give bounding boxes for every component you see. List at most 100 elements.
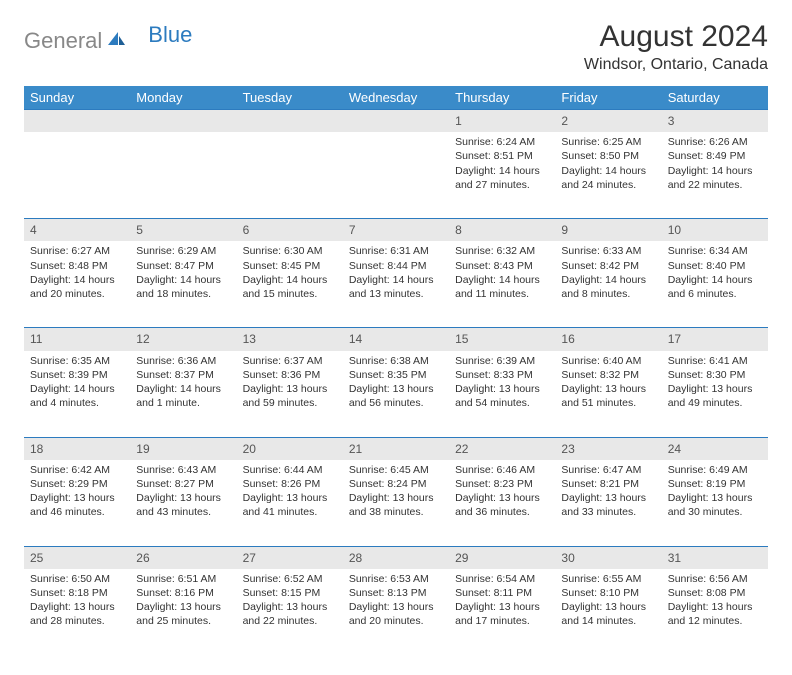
daylight-text: Daylight: 13 hours and 25 minutes. [136, 600, 230, 628]
day-cell: Sunrise: 6:36 AMSunset: 8:37 PMDaylight:… [130, 351, 236, 417]
sunset-text: Sunset: 8:29 PM [30, 477, 124, 491]
day-number: 6 [237, 218, 343, 241]
sunrise-text: Sunrise: 6:35 AM [30, 354, 124, 368]
day-number: 26 [130, 546, 236, 569]
sunrise-text: Sunrise: 6:34 AM [668, 244, 762, 258]
day-cell: Sunrise: 6:39 AMSunset: 8:33 PMDaylight:… [449, 351, 555, 417]
day-cell: Sunrise: 6:47 AMSunset: 8:21 PMDaylight:… [555, 460, 661, 526]
daylight-text: Daylight: 13 hours and 46 minutes. [30, 491, 124, 519]
sunset-text: Sunset: 8:15 PM [243, 586, 337, 600]
day-cell: Sunrise: 6:52 AMSunset: 8:15 PMDaylight:… [237, 569, 343, 635]
day-number: 18 [24, 437, 130, 460]
day-cell: Sunrise: 6:25 AMSunset: 8:50 PMDaylight:… [555, 132, 661, 198]
sunrise-text: Sunrise: 6:51 AM [136, 572, 230, 586]
daylight-text: Daylight: 13 hours and 33 minutes. [561, 491, 655, 519]
daylight-text: Daylight: 13 hours and 30 minutes. [668, 491, 762, 519]
sunrise-text: Sunrise: 6:44 AM [243, 463, 337, 477]
daylight-text: Daylight: 13 hours and 41 minutes. [243, 491, 337, 519]
daylight-text: Daylight: 13 hours and 43 minutes. [136, 491, 230, 519]
day-cell: Sunrise: 6:44 AMSunset: 8:26 PMDaylight:… [237, 460, 343, 526]
sunrise-text: Sunrise: 6:30 AM [243, 244, 337, 258]
sunset-text: Sunset: 8:11 PM [455, 586, 549, 600]
daylight-text: Daylight: 13 hours and 28 minutes. [30, 600, 124, 628]
day-number: 20 [237, 437, 343, 460]
empty-cell [343, 132, 449, 141]
sunset-text: Sunset: 8:33 PM [455, 368, 549, 382]
sunrise-text: Sunrise: 6:45 AM [349, 463, 443, 477]
sunset-text: Sunset: 8:36 PM [243, 368, 337, 382]
daynum-row: 25262728293031 [24, 546, 768, 569]
daylight-text: Daylight: 13 hours and 17 minutes. [455, 600, 549, 628]
daylight-text: Daylight: 13 hours and 59 minutes. [243, 382, 337, 410]
sunset-text: Sunset: 8:13 PM [349, 586, 443, 600]
sunrise-text: Sunrise: 6:49 AM [668, 463, 762, 477]
sunrise-text: Sunrise: 6:43 AM [136, 463, 230, 477]
sunrise-text: Sunrise: 6:31 AM [349, 244, 443, 258]
day-number: 12 [130, 327, 236, 350]
sunrise-text: Sunrise: 6:25 AM [561, 135, 655, 149]
daylight-text: Daylight: 13 hours and 22 minutes. [243, 600, 337, 628]
day-cell: Sunrise: 6:35 AMSunset: 8:39 PMDaylight:… [24, 351, 130, 417]
daylight-text: Daylight: 13 hours and 36 minutes. [455, 491, 549, 519]
sunset-text: Sunset: 8:26 PM [243, 477, 337, 491]
sunset-text: Sunset: 8:08 PM [668, 586, 762, 600]
daylight-text: Daylight: 14 hours and 13 minutes. [349, 273, 443, 301]
day-cell: Sunrise: 6:26 AMSunset: 8:49 PMDaylight:… [662, 132, 768, 198]
sunrise-text: Sunrise: 6:47 AM [561, 463, 655, 477]
sunrise-text: Sunrise: 6:42 AM [30, 463, 124, 477]
day-number: 25 [24, 546, 130, 569]
day-number: 2 [555, 109, 661, 132]
sunset-text: Sunset: 8:47 PM [136, 259, 230, 273]
day-cell: Sunrise: 6:24 AMSunset: 8:51 PMDaylight:… [449, 132, 555, 198]
sunrise-text: Sunrise: 6:37 AM [243, 354, 337, 368]
weekday-header: Sunday [24, 86, 130, 109]
sunset-text: Sunset: 8:44 PM [349, 259, 443, 273]
daynum-row: 18192021222324 [24, 437, 768, 460]
daynum-row: 45678910 [24, 218, 768, 241]
sunset-text: Sunset: 8:23 PM [455, 477, 549, 491]
sunrise-text: Sunrise: 6:53 AM [349, 572, 443, 586]
daylight-text: Daylight: 13 hours and 14 minutes. [561, 600, 655, 628]
day-cell: Sunrise: 6:41 AMSunset: 8:30 PMDaylight:… [662, 351, 768, 417]
empty-daynum [24, 109, 130, 132]
day-cell: Sunrise: 6:46 AMSunset: 8:23 PMDaylight:… [449, 460, 555, 526]
day-number: 17 [662, 327, 768, 350]
sunrise-text: Sunrise: 6:54 AM [455, 572, 549, 586]
sunset-text: Sunset: 8:21 PM [561, 477, 655, 491]
day-number: 7 [343, 218, 449, 241]
brand-logo: General Blue [24, 20, 192, 54]
daylight-text: Daylight: 14 hours and 6 minutes. [668, 273, 762, 301]
sunrise-text: Sunrise: 6:26 AM [668, 135, 762, 149]
day-number: 23 [555, 437, 661, 460]
sunrise-text: Sunrise: 6:56 AM [668, 572, 762, 586]
sunset-text: Sunset: 8:32 PM [561, 368, 655, 382]
day-cell: Sunrise: 6:38 AMSunset: 8:35 PMDaylight:… [343, 351, 449, 417]
calendar-table: SundayMondayTuesdayWednesdayThursdayFrid… [24, 86, 768, 655]
day-cell: Sunrise: 6:32 AMSunset: 8:43 PMDaylight:… [449, 241, 555, 307]
day-number: 30 [555, 546, 661, 569]
weekday-header: Friday [555, 86, 661, 109]
sunset-text: Sunset: 8:45 PM [243, 259, 337, 273]
day-number: 22 [449, 437, 555, 460]
daylight-text: Daylight: 13 hours and 20 minutes. [349, 600, 443, 628]
empty-cell [237, 132, 343, 141]
sunset-text: Sunset: 8:35 PM [349, 368, 443, 382]
daylight-text: Daylight: 13 hours and 51 minutes. [561, 382, 655, 410]
day-number: 31 [662, 546, 768, 569]
daylight-text: Daylight: 14 hours and 22 minutes. [668, 164, 762, 192]
brand-sail-icon [106, 30, 126, 53]
sunset-text: Sunset: 8:24 PM [349, 477, 443, 491]
daylight-text: Daylight: 13 hours and 38 minutes. [349, 491, 443, 519]
day-cell: Sunrise: 6:43 AMSunset: 8:27 PMDaylight:… [130, 460, 236, 526]
brand-part2: Blue [148, 22, 192, 48]
day-cell: Sunrise: 6:37 AMSunset: 8:36 PMDaylight:… [237, 351, 343, 417]
daylight-text: Daylight: 13 hours and 49 minutes. [668, 382, 762, 410]
empty-cell [24, 132, 130, 141]
sunset-text: Sunset: 8:37 PM [136, 368, 230, 382]
brand-part1: General [24, 28, 102, 54]
day-number: 29 [449, 546, 555, 569]
day-number: 1 [449, 109, 555, 132]
day-content-row: Sunrise: 6:24 AMSunset: 8:51 PMDaylight:… [24, 132, 768, 218]
daylight-text: Daylight: 14 hours and 18 minutes. [136, 273, 230, 301]
day-cell: Sunrise: 6:55 AMSunset: 8:10 PMDaylight:… [555, 569, 661, 635]
